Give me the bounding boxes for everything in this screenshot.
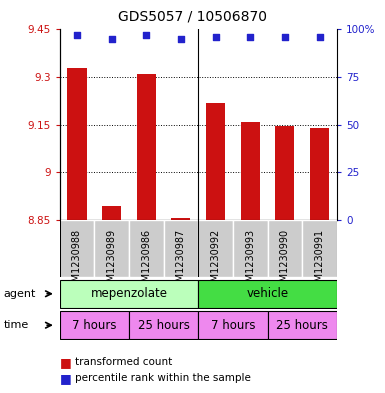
Bar: [60, 311, 129, 339]
Text: 7 hours: 7 hours: [211, 319, 255, 332]
Bar: [268, 311, 337, 339]
Bar: [60, 280, 198, 308]
Text: GSM1230988: GSM1230988: [72, 229, 82, 294]
Text: ■: ■: [60, 356, 72, 369]
Text: transformed count: transformed count: [75, 357, 172, 367]
Text: mepenzolate: mepenzolate: [90, 287, 167, 300]
Bar: [102, 206, 121, 220]
Bar: [129, 220, 164, 277]
Text: GSM1230989: GSM1230989: [107, 229, 117, 294]
Text: percentile rank within the sample: percentile rank within the sample: [75, 373, 251, 383]
Text: GSM1230992: GSM1230992: [211, 229, 221, 294]
Bar: [268, 220, 302, 277]
Text: GSM1230993: GSM1230993: [245, 229, 255, 294]
Point: [282, 34, 288, 40]
Bar: [198, 311, 268, 339]
Bar: [94, 220, 129, 277]
Text: agent: agent: [4, 289, 36, 299]
Bar: [198, 280, 337, 308]
Bar: [129, 311, 198, 339]
Text: 25 hours: 25 hours: [138, 319, 189, 332]
Bar: [241, 121, 260, 220]
Bar: [137, 74, 156, 220]
Point: [109, 36, 115, 42]
Point: [213, 34, 219, 40]
Point: [143, 32, 149, 39]
Text: time: time: [4, 320, 29, 330]
Point: [74, 32, 80, 39]
Text: vehicle: vehicle: [246, 287, 289, 300]
Bar: [171, 219, 191, 220]
Text: GSM1230991: GSM1230991: [315, 229, 325, 294]
Point: [316, 34, 323, 40]
Point: [247, 34, 253, 40]
Text: ■: ■: [60, 371, 72, 385]
Bar: [60, 220, 94, 277]
Bar: [206, 103, 225, 220]
Bar: [164, 220, 198, 277]
Bar: [275, 127, 295, 220]
Point: [178, 36, 184, 42]
Bar: [233, 220, 268, 277]
Text: 7 hours: 7 hours: [72, 319, 117, 332]
Bar: [302, 220, 337, 277]
Bar: [310, 128, 329, 220]
Text: GSM1230986: GSM1230986: [141, 229, 151, 294]
Text: GDS5057 / 10506870: GDS5057 / 10506870: [118, 10, 267, 24]
Bar: [67, 68, 87, 220]
Text: GSM1230987: GSM1230987: [176, 229, 186, 294]
Bar: [198, 220, 233, 277]
Text: 25 hours: 25 hours: [276, 319, 328, 332]
Text: GSM1230990: GSM1230990: [280, 229, 290, 294]
